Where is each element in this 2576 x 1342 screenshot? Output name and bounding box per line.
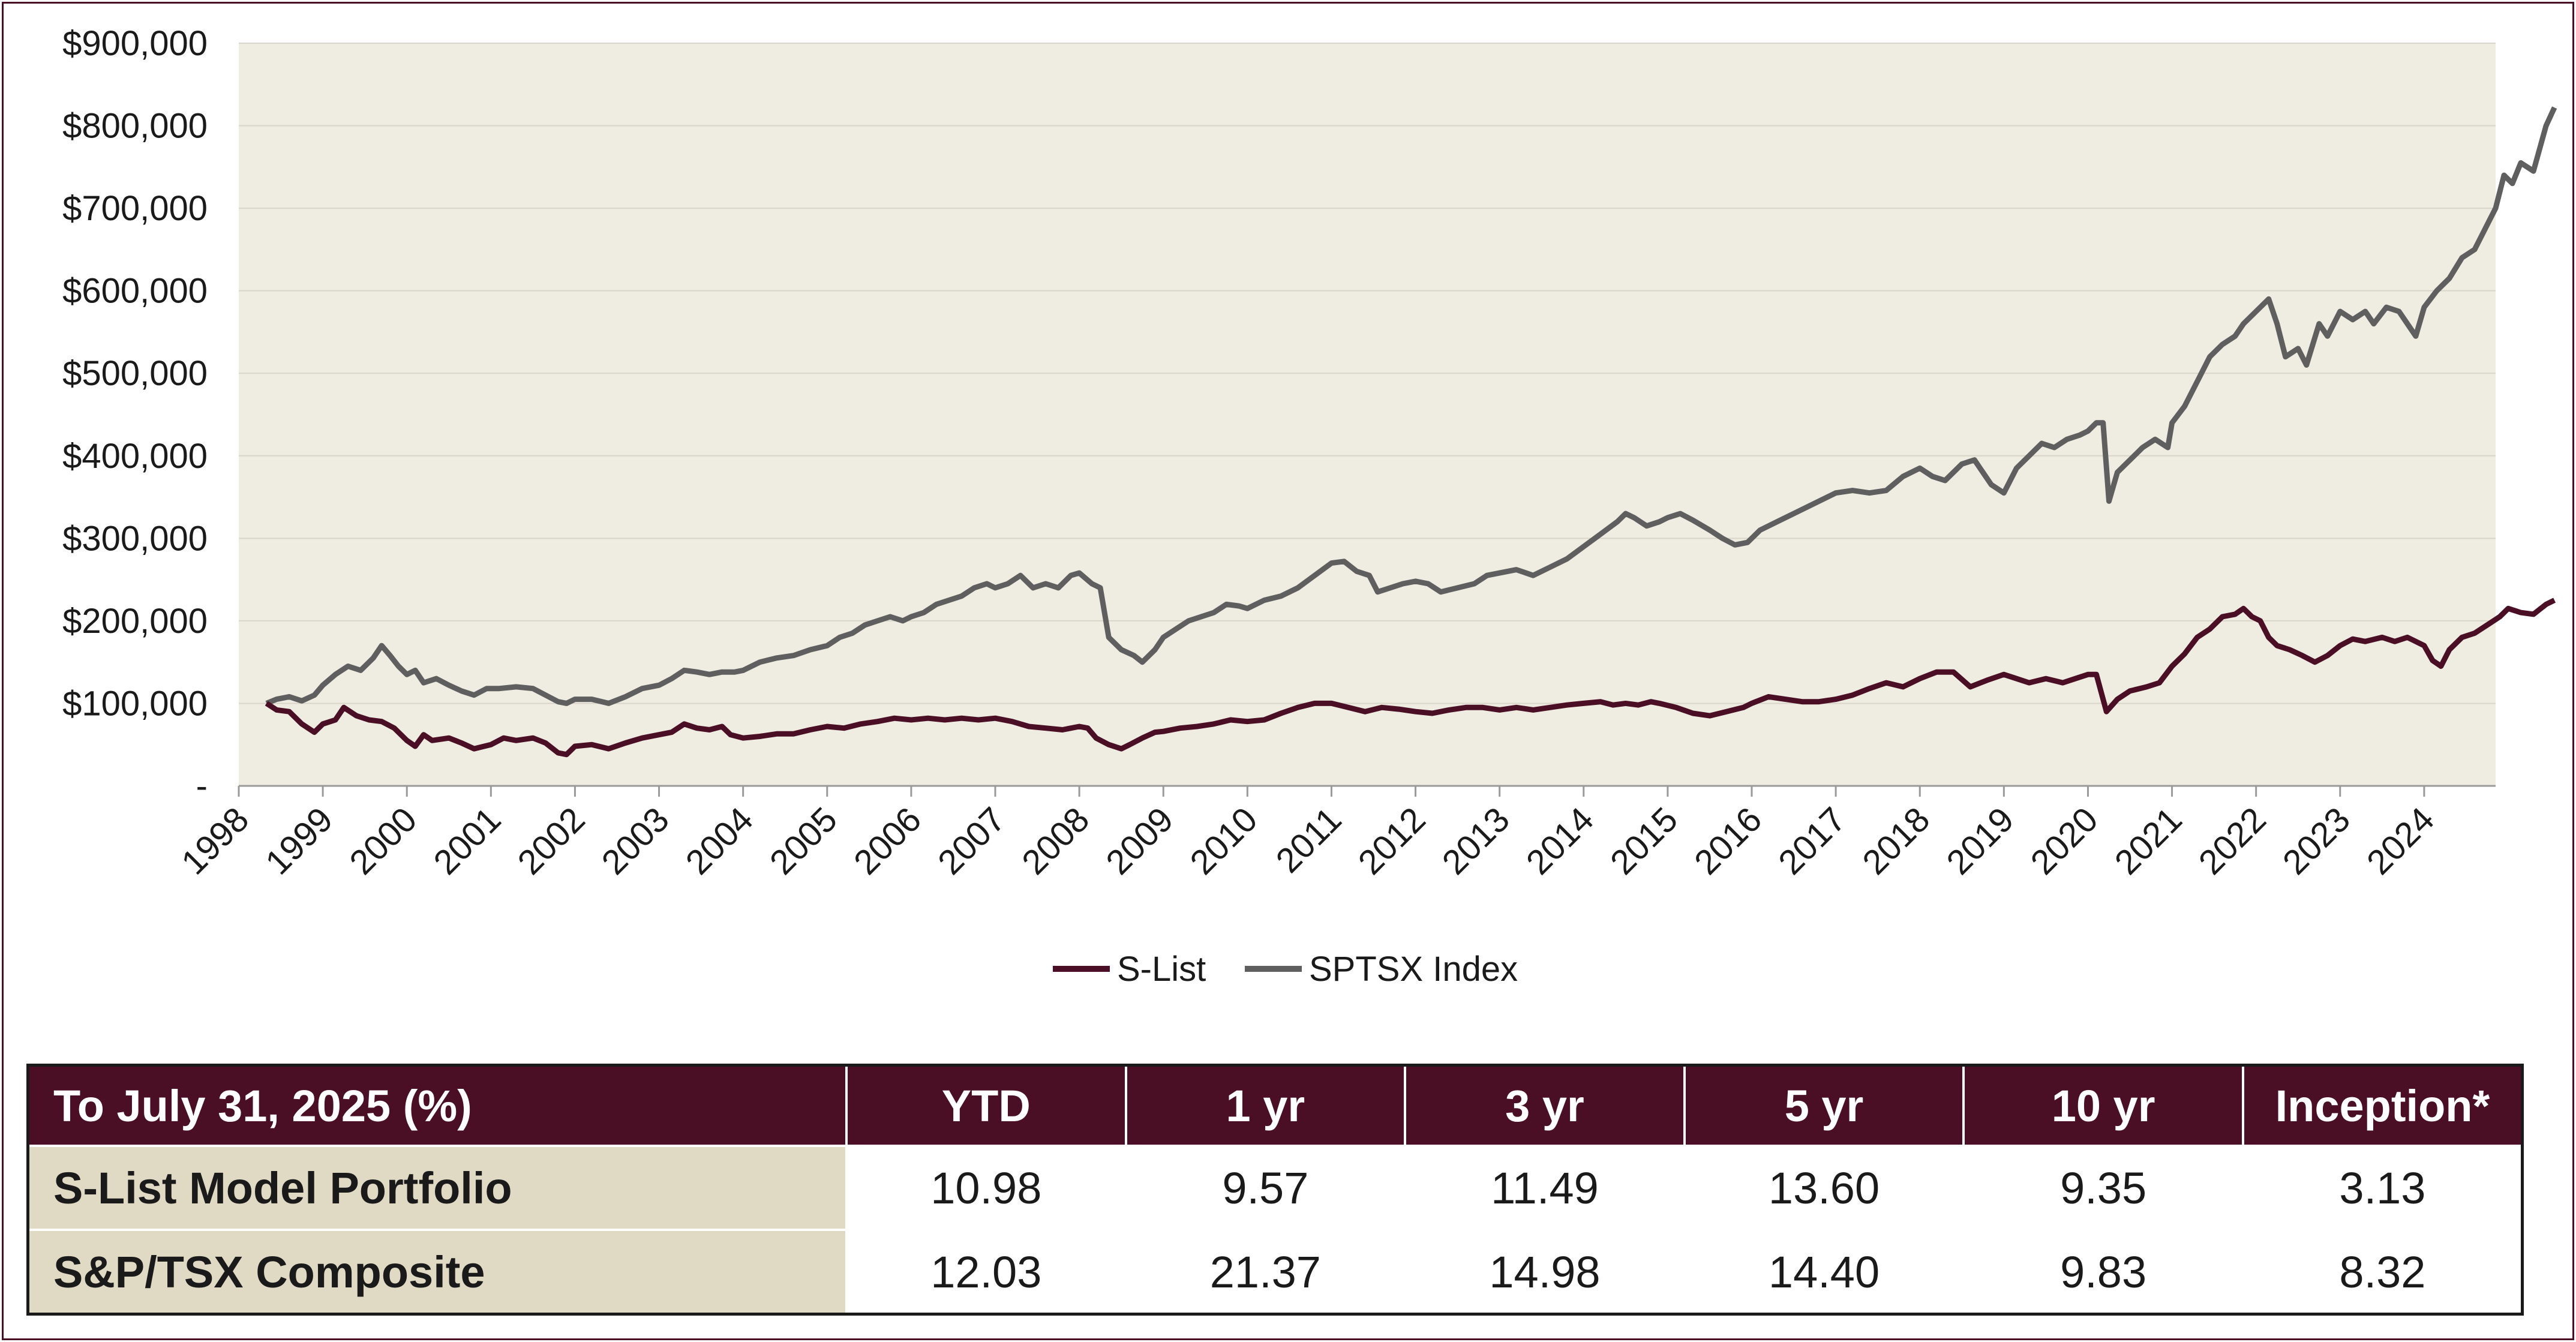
x-tick-label: 2014 [1519,800,1601,882]
y-tick-label: $200,000 [62,602,208,641]
x-tick-label: 2010 [1182,800,1265,882]
x-tick-label: 2012 [1351,800,1433,882]
table-cell: 12.03 [846,1230,1126,1314]
x-tick-label: 2013 [1435,800,1517,882]
x-tick-label: 2019 [1939,800,2021,882]
x-tick-label: 2024 [2359,800,2442,882]
x-tick-label: 2007 [930,800,1013,882]
y-tick-label: $500,000 [62,354,208,393]
y-axis-ticks: - $100,000 $200,000 $300,000 $400,000 $500,00… [62,24,208,806]
table-header-inception: Inception* [2243,1065,2523,1146]
x-tick-label: 2018 [1855,800,1937,882]
performance-table: To July 31, 2025 (%) YTD 1 yr 3 yr 5 yr … [26,1064,2524,1316]
x-tick-label: 2022 [2191,800,2274,882]
table-cell: 14.98 [1405,1230,1685,1314]
x-tick-label: 2001 [426,800,508,882]
legend-label: S-List [1117,950,1206,989]
x-tick-label: 2017 [1771,800,1853,882]
table-header-row: To July 31, 2025 (%) YTD 1 yr 3 yr 5 yr … [28,1065,2523,1146]
x-tick-label: 2004 [678,800,761,882]
table-row: S-List Model Portfolio 10.98 9.57 11.49 … [28,1146,2523,1230]
table-row: S&P/TSX Composite 12.03 21.37 14.98 14.4… [28,1230,2523,1314]
y-tick-label: $600,000 [62,272,208,311]
table-cell: 14.40 [1685,1230,1964,1314]
performance-line-chart: - $100,000 $200,000 $300,000 $400,000 $500,00… [0,0,2576,1020]
legend-label: SPTSX Index [1309,950,1518,989]
x-tick-label: 2023 [2275,800,2358,882]
plot-area [239,43,2496,786]
x-tick-label: 2020 [2023,800,2105,882]
table-cell: 9.35 [1963,1146,2243,1230]
x-tick-label: 2016 [1687,800,1769,882]
y-tick-label: $400,000 [62,437,208,476]
x-tick-label: 2015 [1603,800,1685,882]
legend: S-List SPTSX Index [1053,950,1518,989]
x-tick-label: 2006 [846,800,929,882]
x-tick-label: 1998 [174,800,256,882]
table-cell: 3.13 [2243,1146,2523,1230]
x-tick-label: 2002 [510,800,592,882]
y-tick-label: $800,000 [62,107,208,146]
x-tick-label: 2009 [1098,800,1181,882]
x-tick-label: 2003 [595,800,677,882]
table-header-period: To July 31, 2025 (%) [28,1065,847,1146]
table-cell: 13.60 [1685,1146,1964,1230]
x-tick-label: 2021 [2107,800,2190,882]
table-header-10yr: 10 yr [1963,1065,2243,1146]
table-header-ytd: YTD [846,1065,1126,1146]
x-tick-label: 2005 [762,800,845,882]
table-cell: 10.98 [846,1146,1126,1230]
table-cell: 21.37 [1126,1230,1406,1314]
table-cell: 9.57 [1126,1146,1406,1230]
row-label: S-List Model Portfolio [28,1146,847,1230]
y-tick-label: $900,000 [62,24,208,63]
x-tick-label: 2011 [1268,800,1349,880]
x-tick-label: 2008 [1014,800,1097,882]
table-header-3yr: 3 yr [1405,1065,1685,1146]
y-tick-label: $100,000 [62,684,208,723]
row-label: S&P/TSX Composite [28,1230,847,1314]
table-header-5yr: 5 yr [1685,1065,1964,1146]
y-tick-label: $700,000 [62,189,208,228]
x-axis-ticks: 1998 1999 2000 2001 2002 2003 2004 2005 2006 2007… [174,786,2442,882]
x-tick-label: 2000 [342,800,424,882]
table-cell: 11.49 [1405,1146,1685,1230]
table-header-1yr: 1 yr [1126,1065,1406,1146]
x-tick-label: 1999 [258,800,340,882]
table-cell: 9.83 [1963,1230,2243,1314]
y-tick-label: - [196,767,208,806]
y-tick-label: $300,000 [62,519,208,558]
table-cell: 8.32 [2243,1230,2523,1314]
